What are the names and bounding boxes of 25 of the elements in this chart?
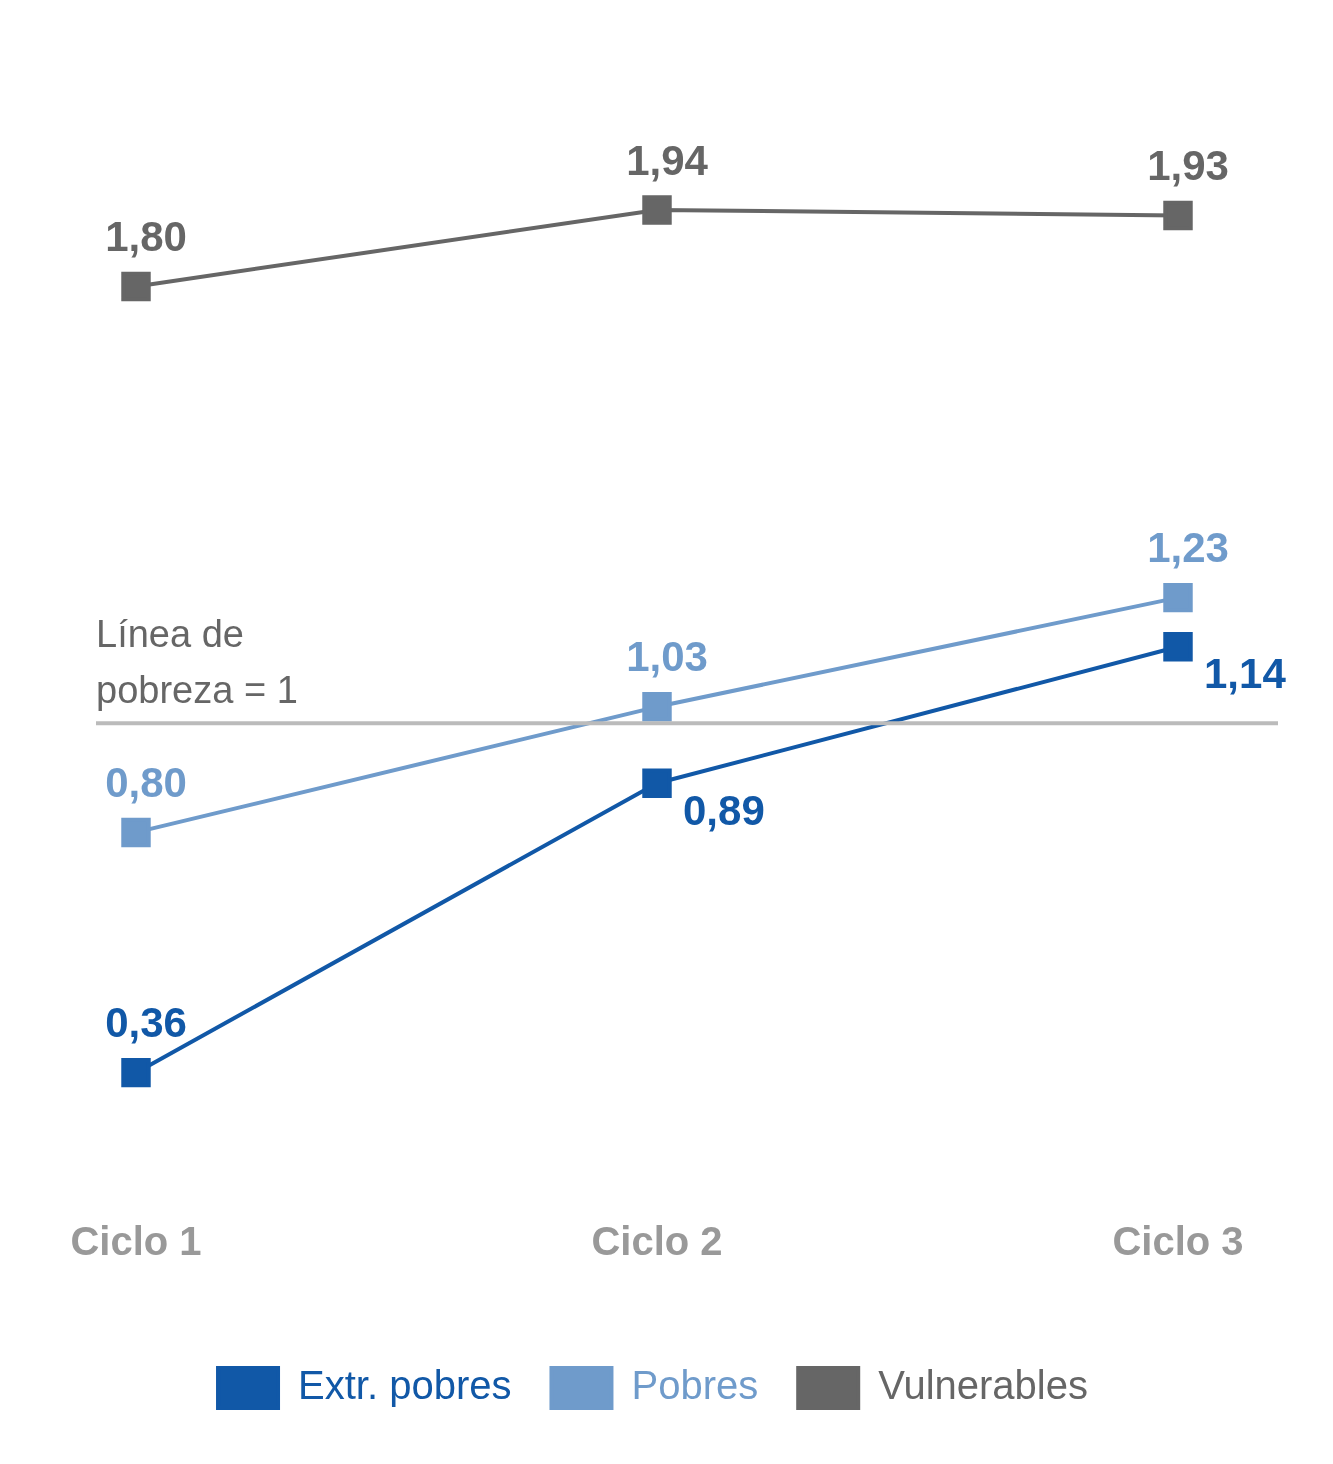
data-label: 1,23 — [1147, 524, 1229, 572]
point — [642, 768, 672, 798]
point — [642, 692, 672, 722]
point — [1163, 632, 1193, 662]
point — [121, 817, 151, 848]
data-label: 1,93 — [1147, 142, 1229, 189]
legend-label: Pobres — [631, 1363, 759, 1408]
data-label: 0,80 — [105, 758, 187, 806]
data-label: 0,89 — [683, 786, 765, 834]
data-label: 1,14 — [1204, 650, 1287, 698]
data-label: 1,03 — [626, 633, 708, 681]
point — [121, 1057, 151, 1088]
data-label: 1,80 — [105, 212, 187, 260]
point — [1163, 200, 1193, 231]
point — [642, 195, 672, 225]
x-tick-label: Ciclo 1 — [70, 1219, 202, 1264]
legend-label: Vulnerables — [878, 1363, 1088, 1408]
point — [1163, 582, 1193, 613]
data-label: 0,36 — [105, 999, 187, 1047]
x-tick-label: Ciclo 3 — [1112, 1219, 1244, 1264]
point — [121, 271, 151, 302]
ref-line-label: Línea de pobreza = 1 — [96, 612, 298, 711]
legend-label: Extr. pobres — [298, 1363, 512, 1408]
x-tick-label: Ciclo 2 — [591, 1219, 723, 1264]
data-label: 1,94 — [626, 136, 709, 184]
